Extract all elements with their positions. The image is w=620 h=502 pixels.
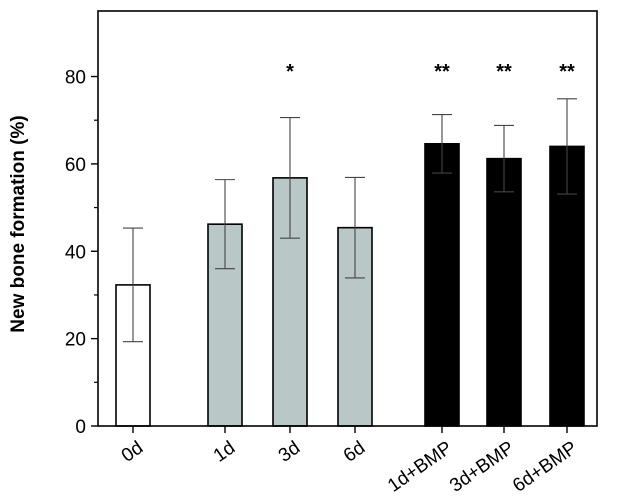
error-bars-group <box>123 98 577 343</box>
bar-4 <box>424 143 460 427</box>
y-tick-label-2: 40 <box>65 242 86 263</box>
y-tick-label-3: 60 <box>65 155 86 176</box>
y-tick-label-1: 20 <box>65 330 86 351</box>
x-tick-label-4: 1d+BMP <box>384 437 456 496</box>
significance-label-5: ** <box>496 61 512 83</box>
x-tick-label-6: 6d+BMP <box>509 437 581 496</box>
significance-labels-group: * ** ** ** <box>286 61 575 83</box>
x-tick-label-2: 3d <box>275 437 304 466</box>
significance-label-2: * <box>286 61 294 83</box>
x-tick-label-3: 6d <box>340 437 369 466</box>
plot-frame <box>97 10 598 427</box>
y-axis-title: New bone formation (%) <box>8 115 29 332</box>
significance-label-6: ** <box>559 61 575 83</box>
x-tick-label-1: 1d <box>210 437 239 466</box>
x-tick-label-5: 3d+BMP <box>446 437 518 496</box>
y-tick-label-0: 0 <box>75 417 86 438</box>
significance-label-4: ** <box>434 61 450 83</box>
bars-group <box>115 143 585 427</box>
y-tick-label-4: 80 <box>65 68 86 89</box>
bar-5 <box>486 157 522 427</box>
x-tick-label-0: 0d <box>118 437 147 466</box>
y-axis: 0 20 40 60 80 <box>65 68 98 438</box>
